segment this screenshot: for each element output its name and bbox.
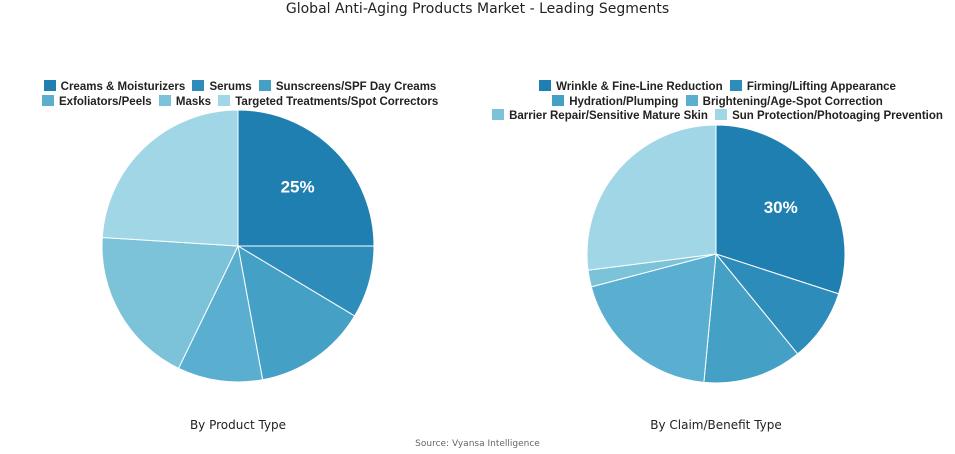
legend-item: Sun Protection/Photoaging Prevention bbox=[715, 109, 943, 124]
legend-label: Barrier Repair/Sensitive Mature Skin bbox=[509, 110, 708, 122]
legend-swatch bbox=[42, 94, 54, 106]
chart-title: Global Anti-Aging Products Market - Lead… bbox=[285, 1, 670, 17]
legend-swatch bbox=[552, 94, 565, 106]
legend-item: Hydration/Plumping bbox=[552, 94, 679, 110]
legend-swatch bbox=[729, 80, 742, 91]
legend-item: Firming/Lifting Appearance bbox=[729, 80, 896, 95]
legend-label: Masks bbox=[175, 95, 212, 108]
pie-slice bbox=[703, 252, 799, 384]
pie-slice bbox=[177, 244, 264, 383]
subtitle-product-type: By Product Type bbox=[189, 418, 287, 432]
legend-label: Targeted Treatments/Spot Correctors bbox=[235, 95, 439, 108]
slice-percent-label: 30% bbox=[764, 198, 798, 217]
legend-swatch bbox=[715, 109, 728, 120]
legend-label: Sun Protection/Photoaging Prevention bbox=[732, 110, 943, 122]
legend-item: Wrinkle & Fine-Line Reduction bbox=[539, 80, 723, 95]
legend-item: Targeted Treatments/Spot Correctors bbox=[218, 94, 439, 110]
pie-slice bbox=[237, 109, 375, 247]
legend-label: Sunscreens/SPF Day Creams bbox=[275, 81, 437, 93]
source-note: Source: Vyansa Intelligence bbox=[415, 439, 540, 449]
legend-label: Creams & Moisturizers bbox=[60, 81, 186, 93]
legend-item: Sunscreens/SPF Day Creams bbox=[258, 80, 437, 95]
pie-slice bbox=[101, 236, 239, 369]
pie-slice bbox=[586, 124, 717, 271]
pie-slice bbox=[715, 124, 846, 295]
pie-chart-claim-type: 30% bbox=[586, 124, 846, 384]
legend-swatch bbox=[492, 109, 505, 120]
legend-label: Firming/Lifting Appearance bbox=[746, 81, 896, 93]
pie-slice bbox=[590, 253, 717, 383]
pie-slice bbox=[101, 109, 239, 247]
legend-swatch bbox=[539, 80, 552, 91]
legend-label: Serums bbox=[209, 81, 252, 93]
legend-item: Brightening/Age-Spot Correction bbox=[685, 94, 883, 110]
subtitle-claim-type: By Claim/Benefit Type bbox=[650, 418, 782, 432]
pie-chart-product-type: 25% bbox=[101, 109, 375, 383]
slice-percent-label: 25% bbox=[281, 177, 315, 196]
legend-label: Hydration/Plumping bbox=[569, 95, 679, 108]
legend-item: Serums bbox=[192, 80, 252, 95]
legend-swatch bbox=[158, 94, 171, 106]
legend-claim-type: Wrinkle & Fine-Line Reduction Firming/Li… bbox=[490, 80, 945, 124]
legend-label: Exfoliators/Peels bbox=[59, 95, 152, 108]
legend-swatch bbox=[43, 80, 56, 91]
legend-swatch bbox=[258, 80, 271, 91]
legend-swatch bbox=[218, 94, 231, 106]
legend-label: Brightening/Age-Spot Correction bbox=[702, 95, 883, 108]
legend-label: Wrinkle & Fine-Line Reduction bbox=[556, 81, 723, 93]
legend-item: Creams & Moisturizers bbox=[43, 80, 186, 95]
legend-item: Masks bbox=[158, 94, 212, 110]
legend-swatch bbox=[685, 94, 698, 106]
legend-product-type: Creams & Moisturizers Serums Sunscreens/… bbox=[40, 80, 440, 109]
legend-swatch bbox=[192, 80, 205, 91]
pie-slice bbox=[237, 245, 356, 381]
legend-item: Barrier Repair/Sensitive Mature Skin bbox=[492, 109, 708, 124]
legend-item: Exfoliators/Peels bbox=[42, 94, 152, 110]
